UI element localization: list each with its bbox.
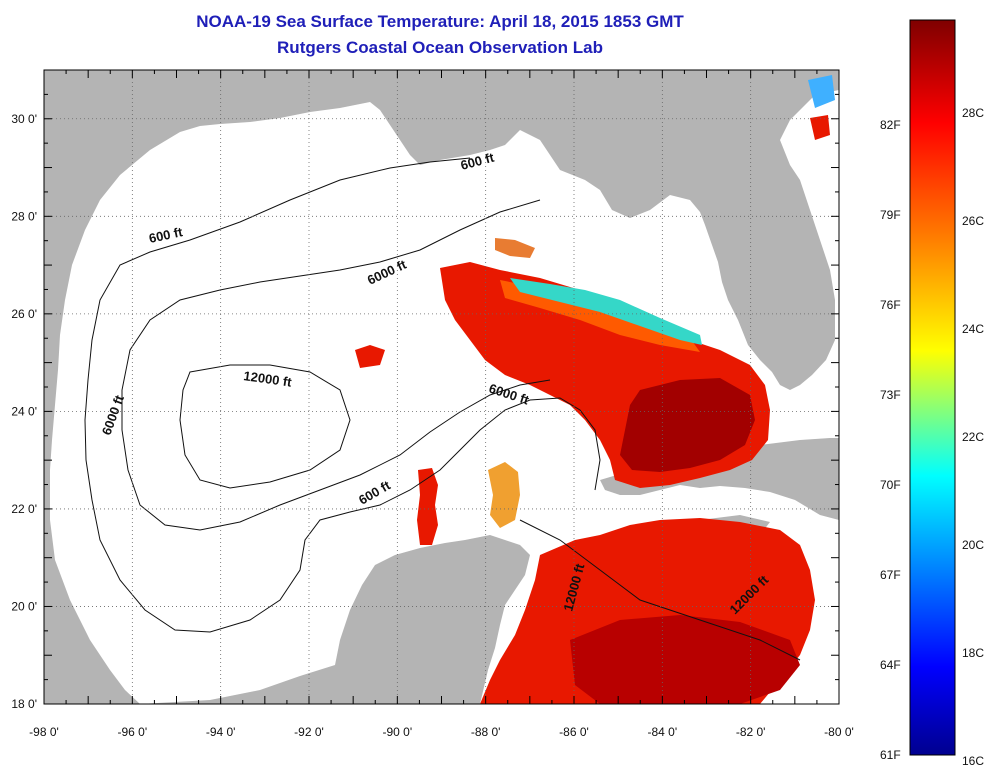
contour-12000ft-east <box>519 519 801 661</box>
lon-tick-label: -92 0' <box>294 725 324 739</box>
colorbar-f-label: 67F <box>880 568 901 582</box>
colorbar-f-label: 70F <box>880 478 901 492</box>
colorbar-c-label: 26C <box>962 214 984 228</box>
contour-6000ft <box>121 199 551 531</box>
lat-tick-label: 20 0' <box>11 599 37 613</box>
bathymetry-contours <box>84 157 801 661</box>
lon-tick-label: -84 0' <box>648 725 678 739</box>
colorbar-f-label: 64F <box>880 658 901 672</box>
map-subtitle: Rutgers Coastal Ocean Observation Lab <box>277 38 603 57</box>
lon-tick-label: -96 0' <box>118 725 148 739</box>
colorbar-c-label: 20C <box>962 538 984 552</box>
colorbar-c-label: 28C <box>962 106 984 120</box>
colorbar-celsius-labels: 28C 26C 24C 22C 20C 18C 16C <box>962 106 984 768</box>
colorbar-c-label: 16C <box>962 754 984 768</box>
land-us-gulf-coast <box>44 70 839 704</box>
colorbar-f-label: 61F <box>880 748 901 762</box>
lon-tick-label: -80 0' <box>824 725 854 739</box>
longitude-labels: -98 0' -96 0' -94 0' -92 0' -90 0' -88 0' -86 … <box>29 725 854 739</box>
latitude-labels: 18 0' 20 0' 22 0' 24 0' 26 0' 28 0' 30 0' <box>11 112 37 711</box>
lon-tick-label: -88 0' <box>471 725 501 739</box>
contour-label: 12000 ft <box>243 368 294 390</box>
colorbar-f-label: 82F <box>880 118 901 132</box>
colorbar-c-label: 22C <box>962 430 984 444</box>
frame-ticks <box>43 69 840 705</box>
lat-tick-label: 30 0' <box>11 112 37 126</box>
lon-tick-label: -94 0' <box>206 725 236 739</box>
land-cuba <box>600 438 839 520</box>
contour-600ft <box>84 157 601 633</box>
lat-tick-label: 28 0' <box>11 209 37 223</box>
sst-observations <box>355 75 835 704</box>
land-yucatan <box>140 535 530 704</box>
lon-tick-label: -82 0' <box>736 725 766 739</box>
colorbar <box>909 19 956 756</box>
colorbar-f-label: 76F <box>880 298 901 312</box>
colorbar-c-label: 24C <box>962 322 984 336</box>
lon-tick-label: -86 0' <box>559 725 589 739</box>
colorbar-f-label: 79F <box>880 208 901 222</box>
colorbar-f-label: 73F <box>880 388 901 402</box>
colorbar-fahrenheit-labels: 82F 79F 76F 73F 70F 67F 64F 61F <box>880 118 901 762</box>
contour-label: 600 ft <box>148 224 185 246</box>
lon-tick-label: -90 0' <box>383 725 413 739</box>
lat-tick-label: 22 0' <box>11 502 37 516</box>
lat-tick-label: 24 0' <box>11 404 37 418</box>
lat-tick-label: 18 0' <box>11 697 37 711</box>
lat-tick-label: 26 0' <box>11 307 37 321</box>
lon-tick-label: -98 0' <box>29 725 59 739</box>
contour-12000ft <box>179 364 351 489</box>
map-title: NOAA-19 Sea Surface Temperature: April 1… <box>196 12 684 31</box>
colorbar-c-label: 18C <box>962 646 984 660</box>
